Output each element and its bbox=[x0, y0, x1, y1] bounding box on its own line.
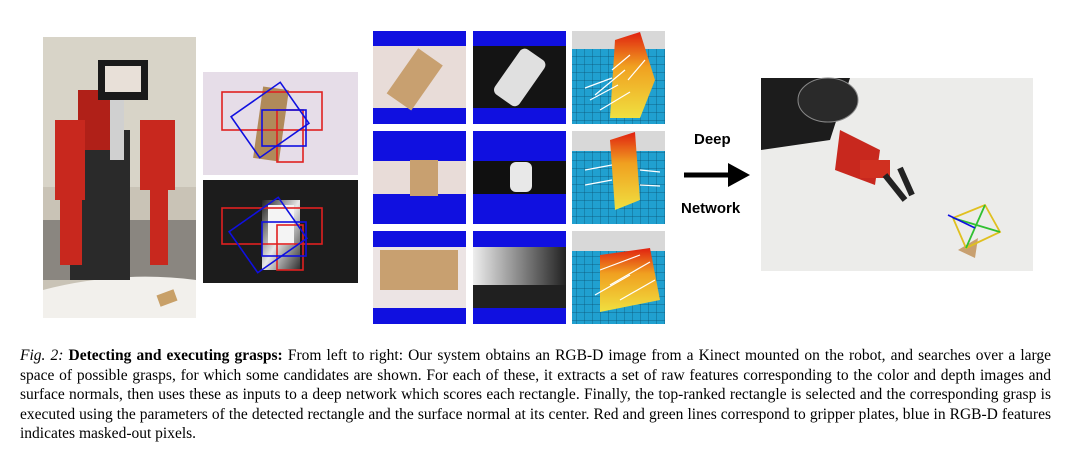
feature-row-1 bbox=[373, 31, 665, 124]
arrow-label-deep: Deep bbox=[694, 131, 731, 148]
caption-title: Detecting and executing grasps: bbox=[68, 347, 283, 364]
color-grasp-image bbox=[203, 72, 358, 175]
figure-number: Fig. 2: bbox=[20, 347, 64, 364]
figure-caption: Fig. 2: Detecting and executing grasps: … bbox=[20, 346, 1051, 444]
figure-graphic bbox=[43, 31, 1033, 324]
robot-photo bbox=[43, 37, 196, 318]
caption-text: From left to right: Our system obtains a… bbox=[20, 347, 1052, 443]
feature-row-2 bbox=[373, 131, 665, 224]
figure bbox=[43, 31, 1033, 324]
grasp-execution-photo bbox=[761, 77, 1033, 271]
depth-grasp-image bbox=[203, 180, 358, 283]
arrow-label-network: Network bbox=[681, 200, 741, 217]
deep-network-arrow bbox=[684, 163, 750, 187]
feature-row-3 bbox=[373, 231, 665, 324]
